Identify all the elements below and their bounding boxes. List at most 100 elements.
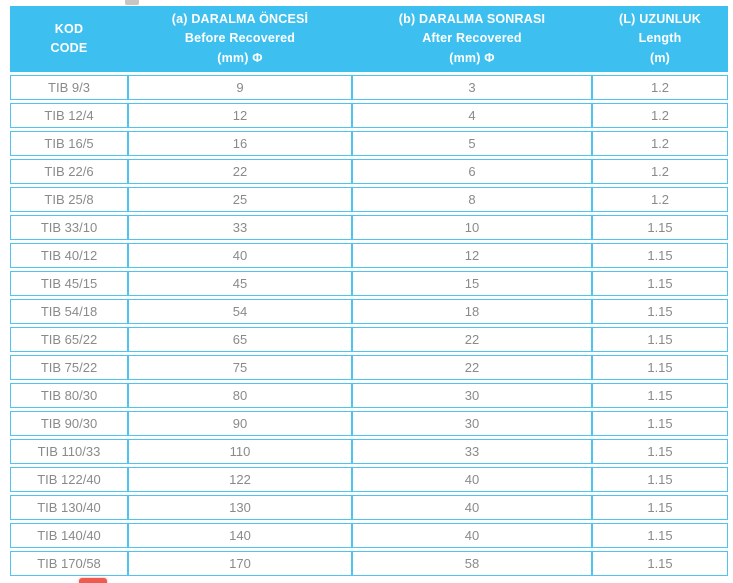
cell-before-recovered: 75 xyxy=(128,355,352,380)
header-line-tr: (b) DARALMA SONRASI xyxy=(398,11,546,26)
column-header-before-recovered: (a) DARALMA ÖNCESİ Before Recovered (mm)… xyxy=(128,6,352,72)
cell-length: 1.2 xyxy=(592,103,728,128)
header-line-en: Before Recovered xyxy=(184,31,296,46)
cell-code: TIB 9/3 xyxy=(10,75,128,100)
table-row: TIB 170/58 170 58 1.15 xyxy=(10,551,728,576)
table-row: TIB 40/12 40 12 1.15 xyxy=(10,243,728,268)
cell-after-recovered: 40 xyxy=(352,495,592,520)
cell-before-recovered: 65 xyxy=(128,327,352,352)
cell-after-recovered: 40 xyxy=(352,467,592,492)
cell-length: 1.15 xyxy=(592,355,728,380)
cell-code: TIB 110/33 xyxy=(10,439,128,464)
header-line-en: After Recovered xyxy=(422,31,522,46)
cell-before-recovered: 33 xyxy=(128,215,352,240)
header-line-tr: (a) DARALMA ÖNCESİ xyxy=(171,11,309,26)
cell-code: TIB 40/12 xyxy=(10,243,128,268)
cell-before-recovered: 80 xyxy=(128,383,352,408)
table-row: TIB 65/22 65 22 1.15 xyxy=(10,327,728,352)
column-header-after-recovered: (b) DARALMA SONRASI After Recovered (mm)… xyxy=(352,6,592,72)
table-row: TIB 122/40 122 40 1.15 xyxy=(10,467,728,492)
table-row: TIB 54/18 54 18 1.15 xyxy=(10,299,728,324)
cell-length: 1.2 xyxy=(592,75,728,100)
cell-before-recovered: 90 xyxy=(128,411,352,436)
cell-code: TIB 25/8 xyxy=(10,187,128,212)
header-line-tr: KOD xyxy=(54,21,84,36)
cell-before-recovered: 130 xyxy=(128,495,352,520)
cell-code: TIB 54/18 xyxy=(10,299,128,324)
table-row: TIB 80/30 80 30 1.15 xyxy=(10,383,728,408)
cell-after-recovered: 33 xyxy=(352,439,592,464)
cell-code: TIB 16/5 xyxy=(10,131,128,156)
cell-code: TIB 122/40 xyxy=(10,467,128,492)
header-line-unit: (m) xyxy=(649,50,671,65)
column-header-code: KOD CODE xyxy=(10,6,128,72)
cell-after-recovered: 15 xyxy=(352,271,592,296)
cell-code: TIB 80/30 xyxy=(10,383,128,408)
red-ui-fragment xyxy=(79,578,107,583)
cell-after-recovered: 40 xyxy=(352,523,592,548)
table-row: TIB 16/5 16 5 1.2 xyxy=(10,131,728,156)
cell-before-recovered: 110 xyxy=(128,439,352,464)
table-row: TIB 33/10 33 10 1.15 xyxy=(10,215,728,240)
cell-length: 1.15 xyxy=(592,383,728,408)
table-row: TIB 90/30 90 30 1.15 xyxy=(10,411,728,436)
size-spec-table-container: KOD CODE (a) DARALMA ÖNCESİ Before Recov… xyxy=(10,3,728,579)
cell-after-recovered: 3 xyxy=(352,75,592,100)
cell-after-recovered: 18 xyxy=(352,299,592,324)
cell-before-recovered: 170 xyxy=(128,551,352,576)
header-line-unit: (mm) Φ xyxy=(217,50,263,65)
cell-before-recovered: 22 xyxy=(128,159,352,184)
cell-before-recovered: 122 xyxy=(128,467,352,492)
cell-code: TIB 170/58 xyxy=(10,551,128,576)
cell-length: 1.15 xyxy=(592,243,728,268)
table-row: TIB 25/8 25 8 1.2 xyxy=(10,187,728,212)
cell-length: 1.2 xyxy=(592,159,728,184)
table-row: TIB 75/22 75 22 1.15 xyxy=(10,355,728,380)
cell-code: TIB 45/15 xyxy=(10,271,128,296)
cell-length: 1.15 xyxy=(592,271,728,296)
cell-after-recovered: 12 xyxy=(352,243,592,268)
cell-code: TIB 33/10 xyxy=(10,215,128,240)
cell-length: 1.15 xyxy=(592,215,728,240)
table-row: TIB 130/40 130 40 1.15 xyxy=(10,495,728,520)
column-header-length: (L) UZUNLUK Length (m) xyxy=(592,6,728,72)
cell-code: TIB 22/6 xyxy=(10,159,128,184)
cell-before-recovered: 140 xyxy=(128,523,352,548)
cell-after-recovered: 5 xyxy=(352,131,592,156)
table-body: TIB 9/3 9 3 1.2 TIB 12/4 12 4 1.2 TIB 16… xyxy=(10,75,728,576)
cell-before-recovered: 12 xyxy=(128,103,352,128)
cell-after-recovered: 30 xyxy=(352,411,592,436)
cell-after-recovered: 10 xyxy=(352,215,592,240)
cell-after-recovered: 58 xyxy=(352,551,592,576)
cell-length: 1.15 xyxy=(592,299,728,324)
cell-code: TIB 140/40 xyxy=(10,523,128,548)
cell-before-recovered: 45 xyxy=(128,271,352,296)
cell-after-recovered: 8 xyxy=(352,187,592,212)
header-line-unit: (mm) Φ xyxy=(449,50,495,65)
table-header: KOD CODE (a) DARALMA ÖNCESİ Before Recov… xyxy=(10,6,728,72)
header-line-en: Length xyxy=(638,31,682,46)
cell-before-recovered: 54 xyxy=(128,299,352,324)
cell-code: TIB 130/40 xyxy=(10,495,128,520)
cell-code: TIB 12/4 xyxy=(10,103,128,128)
cell-length: 1.15 xyxy=(592,327,728,352)
cell-length: 1.15 xyxy=(592,411,728,436)
cell-code: TIB 75/22 xyxy=(10,355,128,380)
cell-length: 1.2 xyxy=(592,187,728,212)
cell-after-recovered: 22 xyxy=(352,327,592,352)
cell-after-recovered: 6 xyxy=(352,159,592,184)
cell-code: TIB 65/22 xyxy=(10,327,128,352)
scrollbar-fragment xyxy=(125,0,139,5)
table-row: TIB 45/15 45 15 1.15 xyxy=(10,271,728,296)
cell-before-recovered: 25 xyxy=(128,187,352,212)
table-row: TIB 110/33 110 33 1.15 xyxy=(10,439,728,464)
cell-length: 1.15 xyxy=(592,467,728,492)
cell-code: TIB 90/30 xyxy=(10,411,128,436)
header-line-tr: (L) UZUNLUK xyxy=(618,11,702,26)
cell-length: 1.15 xyxy=(592,495,728,520)
header-line-en: CODE xyxy=(50,41,88,55)
table-row: TIB 12/4 12 4 1.2 xyxy=(10,103,728,128)
cell-before-recovered: 9 xyxy=(128,75,352,100)
table-row: TIB 22/6 22 6 1.2 xyxy=(10,159,728,184)
